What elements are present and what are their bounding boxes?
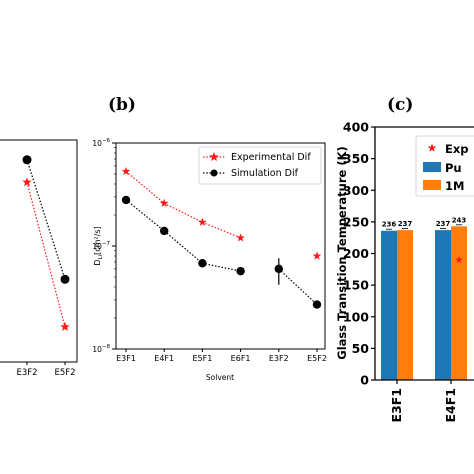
panel-c-ytick-label: 350 <box>343 151 369 166</box>
panel-b-xtick-label: E4F1 <box>154 354 174 363</box>
ytick-exp: −8 <box>102 344 111 350</box>
panel-c-ytick-label: 100 <box>343 309 369 324</box>
panel-c-exp-point <box>455 255 463 264</box>
ytick-exp: −7 <box>102 241 111 247</box>
panel-b-ytick-label: 10−8 <box>92 344 110 354</box>
panel-b-sim-point <box>121 195 131 205</box>
panel-b-ytick-label: 10−7 <box>92 241 110 251</box>
legend-sim-label: Simulation Dif <box>231 168 299 179</box>
panel-c-bar <box>397 230 413 380</box>
ytick-exp: −6 <box>102 138 111 144</box>
panel-b-exp-point <box>121 166 131 176</box>
panel-b-ylabel: DLi[cm²/s] <box>93 226 104 265</box>
panel-b-xtick-label: E3F2 <box>269 354 289 363</box>
panel-b-legend: Experimental Dif Simulation Dif <box>198 146 322 185</box>
panel-b-xticks: E3F1 E4F1 E5F1 E6F1 E3F2 E5F2 <box>116 349 327 363</box>
panel-b-xlabel: Solvent <box>206 373 234 382</box>
panel-c-bar <box>451 226 467 380</box>
panel-b-exp-point <box>159 198 169 207</box>
ytick-base: 10 <box>92 139 102 148</box>
panel-b: (b) 10−610−710−8 E3F1 E4F1 E5F1 E6F1 E3F2 E5F… <box>92 95 327 382</box>
panel-b-series-line <box>125 170 241 239</box>
panel-a-series-line <box>26 182 66 328</box>
panel-c-xtick-label: E3F1 <box>389 388 404 422</box>
panel-b-sim-point <box>236 266 245 276</box>
panel-b-xtick-label: E5F2 <box>307 354 327 363</box>
panel-a-xtick-label: E5F2 <box>54 368 75 378</box>
panel-c-bar-label: 237 <box>436 220 451 228</box>
panel-c-ytick-label: 300 <box>343 183 369 198</box>
panel-b-xtick-label: E3F1 <box>116 354 136 363</box>
panel-a-exp-point <box>60 321 70 331</box>
panel-b-series <box>121 166 322 309</box>
panel-a-series <box>22 155 70 331</box>
panel-c-bar-label: 236 <box>382 221 397 229</box>
panel-b-series-line <box>125 199 241 272</box>
panel-b-series-line <box>278 268 318 306</box>
panel-c-label: (c) <box>387 95 413 115</box>
ylabel-rest: [cm²/s] <box>93 226 102 255</box>
panel-c-ytick-label: 150 <box>343 278 369 293</box>
legend-c-blue-swatch <box>423 162 441 172</box>
panel-a-series-line <box>26 159 66 280</box>
panel-b-legend-box <box>198 146 322 185</box>
ylabel-sub: Li <box>98 254 104 259</box>
panel-b-ytick-label: 10−6 <box>92 138 110 148</box>
panel-b-xtick-label: E6F1 <box>231 354 251 363</box>
panel-b-yticks: 10−610−710−8 <box>92 138 116 354</box>
panel-c-ytick-label: 50 <box>352 341 370 356</box>
legend-c-blue-label: Pu <box>445 161 462 175</box>
ylabel-main: D <box>93 259 102 265</box>
panel-c-yticks: 0 50 100 150 200 250 300 350 400 <box>343 120 375 388</box>
panel-a-sim-point <box>60 274 70 284</box>
panel-b-exp-point <box>236 233 245 242</box>
legend-sim-marker <box>210 169 218 177</box>
panel-a: E3F2 E5F2 <box>0 139 78 378</box>
panel-c-bar-label: 243 <box>452 216 467 224</box>
panel-b-exp-point <box>198 217 207 226</box>
legend-c-orange-swatch <box>423 180 441 190</box>
ytick-base: 10 <box>92 345 102 354</box>
panel-c-ytick-label: 200 <box>343 246 369 261</box>
panel-b-exp-point <box>312 251 322 260</box>
ytick-base: 10 <box>92 242 102 251</box>
panel-b-sim-point <box>160 226 169 236</box>
panel-c-bars: 236 237 237 243 <box>381 216 467 380</box>
legend-exp-star <box>209 152 219 162</box>
panel-b-xtick-label: E5F1 <box>192 354 212 363</box>
legend-c-exp-star <box>427 143 437 152</box>
panel-a-xticks: E3F2 E5F2 <box>16 362 76 378</box>
panel-c-legend: Exp Pu 1M <box>415 135 474 197</box>
panel-c-ylabel: Glass Transition Temperature (K) <box>335 146 349 360</box>
panel-c-bar-label: 237 <box>398 220 413 228</box>
panel-b-label: (b) <box>108 95 136 115</box>
panel-c: (c) 236 237 237 243 05010015020025030035040… <box>335 95 474 422</box>
panel-c-ytick-label: 0 <box>360 373 369 388</box>
legend-c-orange-label: 1M <box>445 179 464 193</box>
panel-b-sim-point <box>312 300 322 309</box>
panel-a-exp-point <box>22 177 32 187</box>
panel-c-xtick-label: E4F1 <box>443 388 458 422</box>
panel-a-xtick-label: E3F2 <box>16 368 37 378</box>
panel-a-sim-point <box>22 155 32 165</box>
panel-c-ytick-label: 250 <box>343 214 369 229</box>
panel-b-sim-point <box>198 259 207 268</box>
legend-exp-label: Experimental Dif <box>231 152 311 163</box>
panel-c-ytick-label: 400 <box>343 120 369 135</box>
panel-a-frame <box>0 139 78 363</box>
panel-c-bar <box>435 230 451 380</box>
panel-c-bar <box>381 230 397 380</box>
legend-c-exp-label: Exp <box>445 142 469 156</box>
panel-b-sim-point <box>274 264 283 274</box>
